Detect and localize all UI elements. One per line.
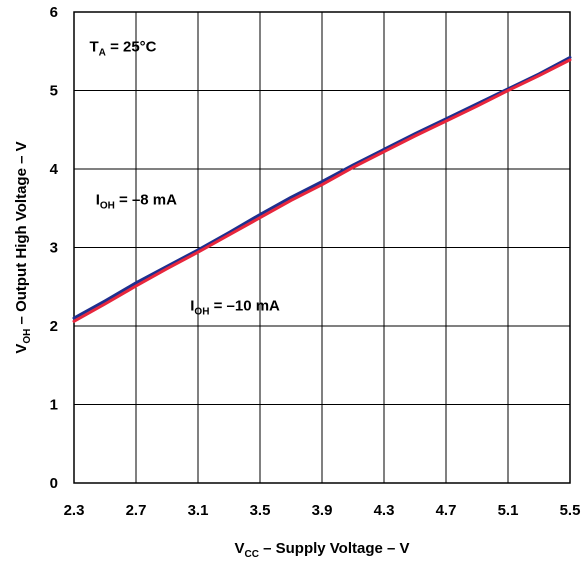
x-tick-label: 3.5 <box>250 502 271 519</box>
y-tick-label: 5 <box>50 83 58 100</box>
x-axis-label: VCC – Supply Voltage – V <box>234 540 409 560</box>
y-tick-label: 0 <box>50 475 58 492</box>
y-tick-label: 4 <box>50 161 59 178</box>
x-tick-labels: 2.3 2.7 3.1 3.5 3.9 4.3 4.7 5.1 5.5 <box>64 502 581 519</box>
series-line-1 <box>72 56 572 320</box>
series-line-2 <box>72 58 572 323</box>
x-tick-label: 5.1 <box>498 502 519 519</box>
series-layer <box>72 56 572 323</box>
x-tick-label: 3.9 <box>312 502 333 519</box>
y-axis-label: VOH – Output High Voltage – V <box>13 141 33 353</box>
y-tick-labels: 0 1 2 3 4 5 6 <box>50 4 59 492</box>
y-tick-label: 1 <box>50 397 58 414</box>
x-tick-label: 4.3 <box>374 502 395 519</box>
grid <box>73 11 571 484</box>
y-tick-label: 3 <box>50 240 58 257</box>
x-tick-label: 5.5 <box>560 502 581 519</box>
plot-frame <box>73 11 571 484</box>
annotation-ta: TA = 25°C <box>90 38 157 58</box>
x-tick-label: 2.7 <box>126 502 147 519</box>
x-tick-label: 2.3 <box>64 502 85 519</box>
x-tick-label: 4.7 <box>436 502 457 519</box>
annotation-ioh10: IOH = –10 mA <box>190 297 280 317</box>
x-tick-label: 3.1 <box>188 502 209 519</box>
y-tick-label: 6 <box>50 4 58 21</box>
annotation-ioh8: IOH = –8 mA <box>96 191 177 211</box>
y-tick-label: 2 <box>50 318 58 335</box>
annotations: TA = 25°C IOH = –8 mA IOH = –10 mA <box>90 38 281 317</box>
